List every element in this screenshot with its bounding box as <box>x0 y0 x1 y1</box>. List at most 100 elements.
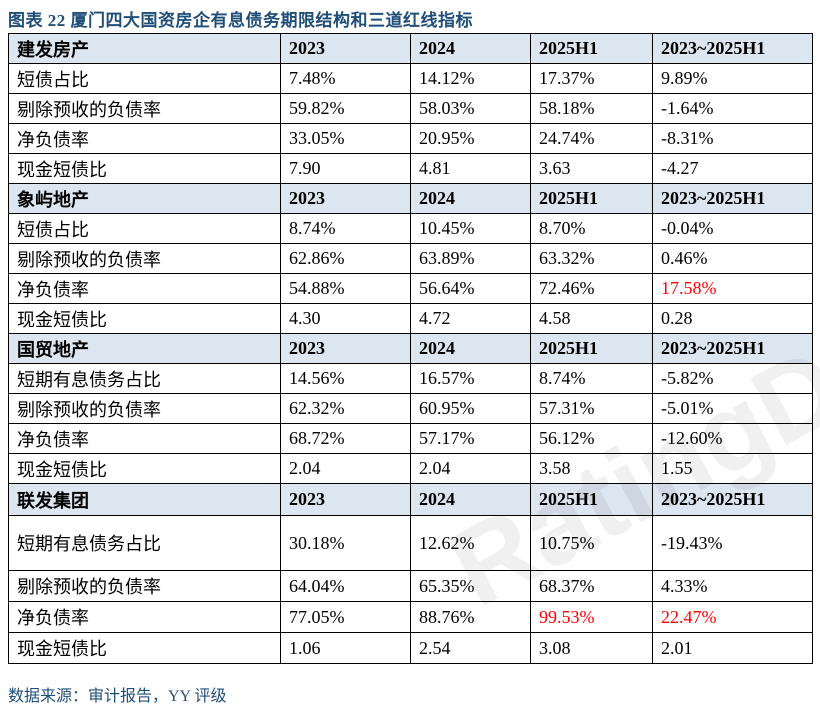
cell: -5.82% <box>652 363 813 394</box>
cell: 58.18% <box>530 93 653 124</box>
cell: 2.04 <box>410 453 531 484</box>
header-cell: 2024 <box>410 33 531 64</box>
data-row: 短期有息债务占比 30.18% 12.62% 10.75% -19.43% <box>8 515 813 571</box>
data-row: 短期有息债务占比 14.56% 16.57% 8.74% -5.82% <box>8 363 813 394</box>
header-cell: 2023 <box>280 483 411 516</box>
header-cell: 建发房产 <box>8 33 281 64</box>
header-cell: 2023~2025H1 <box>652 33 813 64</box>
data-row: 净负债率 77.05% 88.76% 99.53% 22.47% <box>8 601 813 633</box>
cell: 65.35% <box>410 570 531 602</box>
row-label: 短期有息债务占比 <box>8 363 281 394</box>
header-row: 建发房产 2023 2024 2025H1 2023~2025H1 <box>8 33 813 64</box>
cell: 7.48% <box>280 63 411 94</box>
header-row: 联发集团 2023 2024 2025H1 2023~2025H1 <box>8 483 813 516</box>
cell: -19.43% <box>652 515 813 571</box>
data-row: 现金短债比 2.04 2.04 3.58 1.55 <box>8 453 813 484</box>
cell: 68.37% <box>530 570 653 602</box>
cell: -8.31% <box>652 123 813 154</box>
cell: 58.03% <box>410 93 531 124</box>
data-row: 净负债率 33.05% 20.95% 24.74% -8.31% <box>8 123 813 154</box>
cell: 57.17% <box>410 423 531 454</box>
header-row: 国贸地产 2023 2024 2025H1 2023~2025H1 <box>8 333 813 364</box>
row-label: 净负债率 <box>8 123 281 154</box>
data-row: 短债占比 8.74% 10.45% 8.70% -0.04% <box>8 213 813 244</box>
cell: 14.56% <box>280 363 411 394</box>
header-cell: 2023~2025H1 <box>652 183 813 214</box>
cell: 2.04 <box>280 453 411 484</box>
cell: 7.90 <box>280 153 411 184</box>
row-label: 现金短债比 <box>8 632 281 664</box>
cell: 77.05% <box>280 601 411 633</box>
header-cell: 2023 <box>280 333 411 364</box>
cell: 62.32% <box>280 393 411 424</box>
cell: 8.70% <box>530 213 653 244</box>
cell: 10.75% <box>530 515 653 571</box>
cell: 72.46% <box>530 273 653 304</box>
data-row: 现金短债比 1.06 2.54 3.08 2.01 <box>8 632 813 664</box>
cell: 12.62% <box>410 515 531 571</box>
row-label: 现金短债比 <box>8 453 281 484</box>
data-row: 剔除预收的负债率 59.82% 58.03% 58.18% -1.64% <box>8 93 813 124</box>
data-row: 净负债率 54.88% 56.64% 72.46% 17.58% <box>8 273 813 304</box>
header-cell: 2023 <box>280 33 411 64</box>
row-label: 剔除预收的负债率 <box>8 243 281 274</box>
section: 国贸地产 2023 2024 2025H1 2023~2025H1 短期有息债务占比 14.… <box>8 333 813 484</box>
cell: 4.33% <box>652 570 813 602</box>
cell: 4.58 <box>530 303 653 334</box>
data-row: 剔除预收的负债率 62.86% 63.89% 63.32% 0.46% <box>8 243 813 274</box>
row-label: 短债占比 <box>8 63 281 94</box>
cell: 9.89% <box>652 63 813 94</box>
cell: 2.01 <box>652 632 813 664</box>
cell: 22.47% <box>652 601 813 633</box>
cell: 1.55 <box>652 453 813 484</box>
cell: -0.04% <box>652 213 813 244</box>
cell: -12.60% <box>652 423 813 454</box>
header-cell: 2025H1 <box>530 183 653 214</box>
data-row: 现金短债比 4.30 4.72 4.58 0.28 <box>8 303 813 334</box>
cell: 16.57% <box>410 363 531 394</box>
row-label: 现金短债比 <box>8 303 281 334</box>
row-label: 现金短债比 <box>8 153 281 184</box>
cell: 10.45% <box>410 213 531 244</box>
cell: 3.63 <box>530 153 653 184</box>
row-label: 剔除预收的负债率 <box>8 570 281 602</box>
header-cell: 2025H1 <box>530 333 653 364</box>
cell: 54.88% <box>280 273 411 304</box>
header-cell: 象屿地产 <box>8 183 281 214</box>
cell: 14.12% <box>410 63 531 94</box>
cell: 24.74% <box>530 123 653 154</box>
cell: 4.81 <box>410 153 531 184</box>
row-label: 短债占比 <box>8 213 281 244</box>
row-label: 净负债率 <box>8 423 281 454</box>
data-row: 剔除预收的负债率 62.32% 60.95% 57.31% -5.01% <box>8 393 813 424</box>
table: 建发房产 2023 2024 2025H1 2023~2025H1 短债占比 7.48% 14… <box>8 33 813 664</box>
cell: 30.18% <box>280 515 411 571</box>
data-row: 剔除预收的负债率 64.04% 65.35% 68.37% 4.33% <box>8 570 813 602</box>
cell: 20.95% <box>410 123 531 154</box>
cell: 64.04% <box>280 570 411 602</box>
cell: -4.27 <box>652 153 813 184</box>
cell: 4.72 <box>410 303 531 334</box>
section: 联发集团 2023 2024 2025H1 2023~2025H1 短期有息债务占比 30.… <box>8 483 813 664</box>
cell: -5.01% <box>652 393 813 424</box>
cell: 3.58 <box>530 453 653 484</box>
title: 图表 22 厦门四大国资房企有息债务期限结构和三道红线指标 <box>8 11 473 30</box>
cell: 4.30 <box>280 303 411 334</box>
row-label: 净负债率 <box>8 273 281 304</box>
data-row: 净负债率 68.72% 57.17% 56.12% -12.60% <box>8 423 813 454</box>
section: 建发房产 2023 2024 2025H1 2023~2025H1 短债占比 7.48% 14… <box>8 33 813 184</box>
cell: 17.37% <box>530 63 653 94</box>
data-row: 短债占比 7.48% 14.12% 17.37% 9.89% <box>8 63 813 94</box>
cell: 60.95% <box>410 393 531 424</box>
header-cell: 2023 <box>280 183 411 214</box>
cell: 0.28 <box>652 303 813 334</box>
cell: 8.74% <box>280 213 411 244</box>
header-cell: 2024 <box>410 183 531 214</box>
source-note: 数据来源：审计报告，YY 评级 <box>8 688 227 705</box>
cell: 1.06 <box>280 632 411 664</box>
row-label: 净负债率 <box>8 601 281 633</box>
cell: 63.32% <box>530 243 653 274</box>
row-label: 短期有息债务占比 <box>8 515 281 571</box>
cell: 88.76% <box>410 601 531 633</box>
